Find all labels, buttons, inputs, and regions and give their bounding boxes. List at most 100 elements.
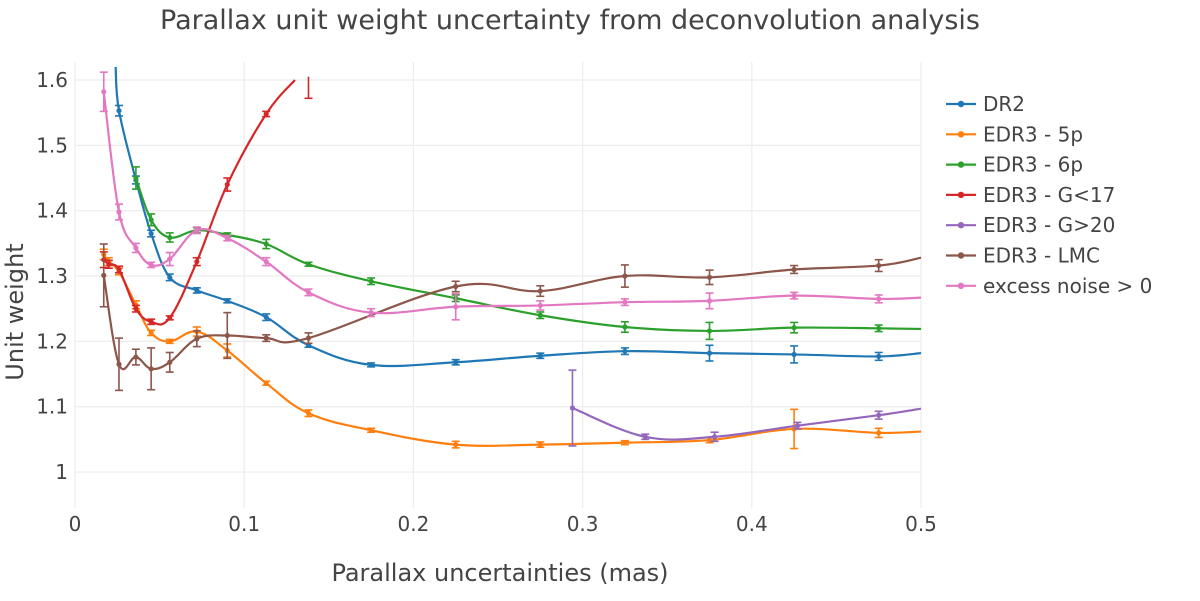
legend-item-edr3-lmc: EDR3 - LMC <box>946 244 1100 268</box>
legend-swatch-marker <box>957 282 965 289</box>
y-tick-label: 1.6 <box>36 68 68 92</box>
data-point <box>167 256 173 262</box>
data-point <box>876 262 882 269</box>
series-edr3-g-20 <box>568 369 922 447</box>
data-point <box>263 111 269 117</box>
x-tick-label: 0.5 <box>905 512 937 536</box>
legend-swatch-marker <box>957 161 965 168</box>
x-axis-ticks: 0 0.1 0.2 0.3 0.4 0.5 <box>69 512 937 536</box>
data-point <box>876 412 882 418</box>
data-point <box>116 108 122 114</box>
data-point <box>453 304 459 310</box>
data-point <box>106 261 112 267</box>
legend: DR2 EDR3 - 5p EDR3 - 6p EDR3 - G<17 EDR3 - G… <box>946 92 1152 298</box>
y-axis-ticks: 1 1.1 1.2 1.3 1.4 1.5 1.6 <box>36 68 68 484</box>
series-line <box>102 91 922 315</box>
x-axis-title: Parallax uncertainties (mas) <box>331 559 668 587</box>
data-point <box>148 319 154 325</box>
data-point <box>194 336 200 342</box>
legend-label: EDR3 - 5p <box>983 122 1083 146</box>
y-tick-label: 1.2 <box>36 329 68 353</box>
data-point <box>794 423 801 429</box>
data-point <box>368 278 374 284</box>
x-tick-label: 0.4 <box>736 512 768 536</box>
data-point <box>224 332 230 339</box>
data-point <box>133 306 139 312</box>
data-point <box>133 354 139 360</box>
data-point <box>167 359 173 365</box>
data-point <box>116 266 122 273</box>
data-point <box>368 310 374 316</box>
data-point <box>148 230 154 237</box>
data-point <box>368 427 374 433</box>
data-point <box>148 217 154 223</box>
legend-item-edr3-6p: EDR3 - 6p <box>946 153 1083 177</box>
data-point <box>537 442 543 448</box>
x-tick-label: 0.2 <box>397 512 429 536</box>
data-point <box>368 362 374 368</box>
data-point <box>305 410 312 416</box>
data-point <box>101 272 107 278</box>
data-point <box>706 274 713 280</box>
x-tick-label: 0 <box>69 512 82 536</box>
data-point <box>148 366 154 372</box>
data-point <box>537 288 543 294</box>
y-tick-label: 1 <box>55 460 68 484</box>
y-tick-label: 1.4 <box>36 199 68 223</box>
series-line <box>134 177 922 333</box>
legend-label: EDR3 - 6p <box>983 153 1083 177</box>
data-point <box>622 324 628 330</box>
data-point <box>224 181 230 188</box>
data-point <box>194 227 200 233</box>
data-point <box>167 315 173 321</box>
data-point <box>706 350 713 356</box>
legend-label: excess noise > 0 <box>983 274 1152 298</box>
legend-swatch-marker <box>957 131 965 138</box>
data-point <box>101 89 107 95</box>
data-point <box>537 353 543 359</box>
data-point <box>167 338 173 344</box>
legend-label: EDR3 - G<17 <box>983 183 1115 207</box>
series-edr3-g-17 <box>99 76 313 326</box>
data-point <box>876 430 882 436</box>
data-point <box>305 335 312 341</box>
data-point <box>453 283 459 290</box>
data-point <box>148 262 154 268</box>
data-point <box>791 293 797 299</box>
series-edr3-5p <box>99 248 922 450</box>
data-point <box>537 302 543 309</box>
data-point <box>116 361 122 367</box>
legend-swatch-marker <box>957 222 965 229</box>
x-tick-label: 0.3 <box>567 512 599 536</box>
data-point <box>133 175 139 181</box>
data-point <box>706 328 713 334</box>
legend-item-edr3-g-17: EDR3 - G<17 <box>946 183 1115 207</box>
data-point <box>642 434 648 440</box>
data-point <box>622 273 628 279</box>
data-point <box>133 245 139 251</box>
y-tick-label: 1.3 <box>36 264 68 288</box>
series-line <box>114 66 922 368</box>
data-point <box>305 289 312 295</box>
data-point <box>706 298 713 304</box>
data-point <box>224 235 230 241</box>
data-point <box>116 209 122 215</box>
series-dr2 <box>114 66 922 368</box>
legend-item-dr2: DR2 <box>946 92 1025 116</box>
data-point <box>876 325 882 331</box>
data-point <box>622 348 628 354</box>
series-excess-noise-0 <box>99 71 922 321</box>
series-edr3-lmc <box>99 243 922 392</box>
data-point <box>194 259 200 265</box>
y-tick-label: 1.1 <box>36 395 68 419</box>
data-point <box>791 266 797 273</box>
data-point <box>622 440 628 446</box>
data-point <box>148 330 154 336</box>
data-point <box>711 434 718 440</box>
legend-item-excess-noise-0: excess noise > 0 <box>946 274 1152 298</box>
data-point <box>194 287 200 294</box>
data-point <box>791 351 797 358</box>
y-axis-title: Unit weight <box>1 243 29 380</box>
data-point <box>263 335 269 341</box>
